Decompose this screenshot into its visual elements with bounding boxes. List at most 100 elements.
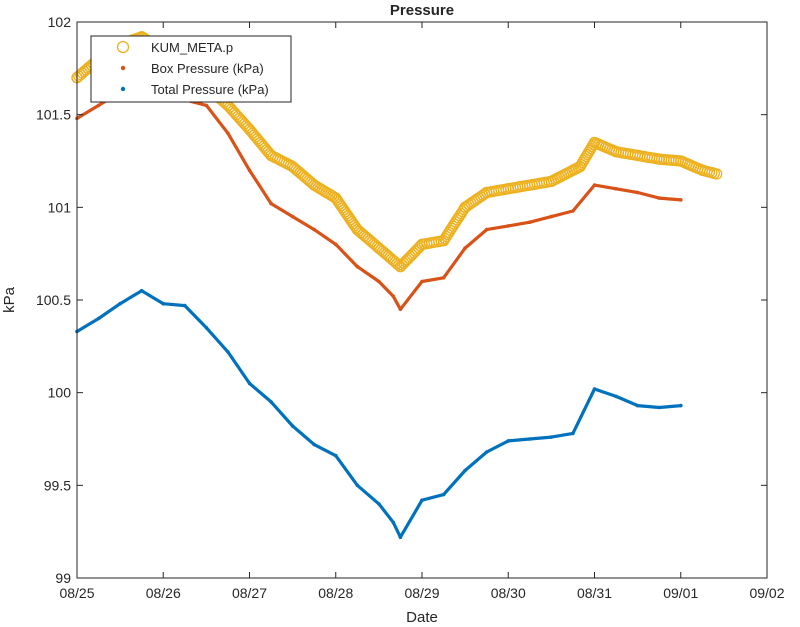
data-point-circle [286, 160, 299, 173]
data-point [247, 381, 252, 386]
data-point [96, 316, 101, 321]
data-point-circle [610, 146, 622, 158]
data-point [355, 483, 360, 488]
data-point [528, 220, 532, 224]
legend-marker [120, 86, 126, 92]
legend-items: KUM_META.p Box Pressure (kPa) Total Pressu… [116, 40, 269, 97]
y-axis-label: kPa [1, 286, 18, 313]
data-point [398, 535, 403, 539]
data-point [312, 227, 317, 232]
data-point [679, 403, 683, 408]
data-point-circle [459, 201, 471, 213]
data-point [312, 442, 317, 447]
data-point [139, 288, 144, 293]
y-tick-label: 101 [48, 199, 72, 215]
legend-label: Box Pressure (kPa) [151, 61, 264, 76]
data-point-circle [263, 147, 276, 160]
data-point [571, 209, 575, 213]
x-tick-label: 08/26 [146, 585, 181, 601]
legend: KUM_META.p Box Pressure (kPa) Total Pressu… [90, 35, 292, 103]
legend-label: KUM_META.p [151, 40, 233, 55]
data-point [463, 246, 467, 250]
data-point [398, 307, 403, 312]
data-point [269, 400, 273, 404]
data-point-circle [306, 177, 319, 190]
y-tick-label: 99 [55, 570, 71, 586]
data-point-circle [351, 223, 363, 236]
data-point [549, 435, 554, 439]
x-tick-label: 08/29 [404, 585, 439, 601]
data-point-circle [502, 183, 514, 195]
data-point-circle [481, 186, 493, 199]
plot-area [77, 22, 767, 578]
data-point [635, 190, 640, 195]
data-point [571, 431, 575, 436]
data-point [269, 201, 273, 206]
chart-title: Pressure [390, 2, 454, 19]
data-point [592, 183, 597, 187]
data-point-circle [394, 260, 407, 273]
data-point [334, 242, 338, 247]
data-point-circle [711, 168, 723, 180]
data-point [549, 214, 554, 219]
y-tick-label: 100.5 [36, 292, 71, 308]
data-point-circle [675, 155, 687, 167]
x-tick-label: 08/27 [232, 585, 267, 601]
data-point [226, 131, 230, 135]
x-tick-label: 09/02 [749, 585, 784, 601]
data-point-circle [265, 149, 277, 162]
data-point [183, 303, 187, 308]
data-point [635, 403, 640, 408]
data-point-circle [392, 259, 405, 271]
data-point [334, 453, 338, 458]
data-point-circle [653, 153, 665, 165]
data-point [391, 294, 396, 299]
x-tick-label: 08/30 [491, 585, 526, 601]
data-point [506, 439, 511, 443]
data-point [484, 450, 489, 454]
data-point-circle [588, 136, 601, 149]
data-point-circle [437, 235, 450, 247]
y-tick-label: 100 [48, 385, 72, 401]
data-point [226, 350, 230, 354]
legend-marker [120, 65, 126, 71]
data-point [420, 279, 424, 284]
x-axis-label: Date [406, 609, 438, 626]
y-tick-label: 102 [48, 14, 72, 30]
data-point [290, 424, 295, 428]
y-axis: 99 99.5 100 100.5 101 101.5 102 [36, 14, 767, 586]
data-point [528, 437, 532, 441]
data-point [96, 103, 101, 108]
y-tick-label: 101.5 [36, 107, 71, 123]
data-point [355, 264, 360, 269]
data-point-circle [631, 149, 644, 162]
data-point-circle [308, 179, 320, 191]
data-point [657, 196, 661, 200]
series-3 [75, 288, 683, 539]
data-point [463, 468, 467, 473]
data-point [290, 214, 295, 219]
data-point-circle [330, 192, 342, 204]
x-tick-label: 09/01 [663, 585, 698, 601]
data-point [204, 103, 209, 108]
data-point-circle [524, 179, 536, 191]
data-point [506, 224, 511, 228]
data-point-circle [391, 257, 403, 270]
x-axis: 08/25 08/26 08/27 08/28 08/29 08/30 08/31 09/01… [59, 22, 785, 601]
data-point [377, 279, 381, 284]
data-point [391, 520, 396, 525]
data-point [204, 326, 209, 330]
x-tick-label: 08/25 [59, 585, 94, 601]
data-point-circle [373, 242, 385, 254]
data-point-circle [696, 164, 708, 176]
data-point [161, 301, 166, 306]
data-point [377, 502, 381, 506]
data-point [441, 492, 446, 497]
data-point [592, 387, 597, 391]
data-point [441, 276, 446, 280]
data-point [614, 394, 618, 399]
data-point-circle [545, 175, 558, 188]
data-point-circle [416, 238, 428, 251]
x-tick-label: 08/28 [318, 585, 353, 601]
